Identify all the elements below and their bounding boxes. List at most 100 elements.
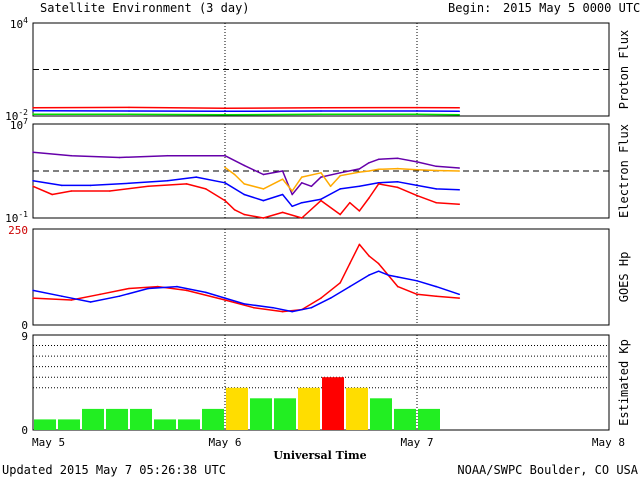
proton-flux-red-series	[32, 106, 460, 109]
goes-hp-red-point	[253, 306, 255, 309]
electron-flux-blue-series	[32, 176, 460, 208]
electron-flux-orange-point	[262, 188, 265, 190]
electron-flux-purple-series	[32, 151, 460, 196]
electron-flux-purple-point	[243, 164, 245, 167]
goes-hp-blue-point	[61, 295, 63, 298]
electron-flux-orange-point	[458, 170, 461, 172]
proton-flux-green-point	[32, 113, 34, 115]
updated-timestamp: Updated 2015 May 7 05:26:38 UTC	[2, 463, 226, 477]
electron-flux-red-point	[458, 203, 461, 205]
electron-flux-y-tick-label: 107	[10, 117, 28, 132]
begin-label: Begin:	[448, 1, 491, 15]
electron-flux-blue-point	[195, 176, 197, 178]
electron-flux-blue-point	[61, 184, 63, 187]
electron-flux-red-point	[70, 190, 73, 192]
proton-flux-green-series	[33, 113, 460, 116]
electron-flux-orange-point	[397, 167, 399, 170]
electron-flux-red-point	[185, 183, 188, 185]
proton-flux-frame	[32, 22, 610, 117]
electron-flux-red-point	[243, 213, 245, 216]
electron-flux-orange-point	[320, 172, 322, 174]
electron-flux-purple-point	[281, 170, 284, 172]
electron-flux-orange-point	[377, 168, 380, 171]
goes-hp-blue-point	[243, 303, 245, 305]
electron-flux-purple-point	[224, 154, 226, 157]
estimated-kp-y-tick-label: 9	[21, 330, 28, 343]
proton-flux-red-point	[224, 107, 226, 109]
goes-hp-blue-point	[416, 280, 418, 282]
begin-value: 2015 May 5 0000 UTC	[503, 1, 640, 15]
goes-hp-blue-point	[458, 293, 461, 296]
estimated-kp-bar	[106, 408, 128, 430]
electron-flux-blue-point	[281, 193, 284, 196]
x-axis-tick-labels: May 5 May 6 May 7 May 8	[32, 436, 625, 449]
electron-flux-purple-point	[291, 193, 294, 196]
goes-hp-blue-point	[118, 295, 121, 298]
electron-flux-purple-point	[339, 172, 342, 174]
electron-flux-red-point	[358, 210, 361, 212]
electron-flux-red-point	[301, 217, 303, 219]
electron-flux-blue-point	[243, 193, 245, 196]
goes-hp-blue-point	[176, 285, 178, 288]
goes-hp-y-tick-label: 0	[21, 319, 28, 332]
goes-hp-y-axis-label: GOES Hp	[617, 252, 631, 303]
electron-flux-blue-point	[320, 198, 322, 200]
goes-hp-red-point	[157, 285, 159, 288]
electron-flux-red-point	[377, 183, 380, 185]
goes-hp-red-point	[128, 287, 130, 290]
goes-hp-blue-point	[310, 306, 313, 309]
estimated-kp-bar	[226, 387, 248, 430]
electron-flux-orange-point	[291, 190, 294, 192]
electron-flux-red-point	[339, 213, 342, 216]
electron-flux-red-point	[320, 199, 322, 202]
goes-hp-red-point	[435, 295, 438, 298]
electron-flux-panel: 107 10-1 Electron Flux	[5, 117, 631, 225]
electron-flux-red-point	[262, 217, 265, 219]
electron-flux-orange-point	[329, 185, 332, 188]
electron-flux-orange-point	[224, 166, 226, 169]
proton-flux-red-point	[416, 106, 418, 109]
goes-hp-blue-point	[387, 274, 390, 276]
estimated-kp-y-tick-label: 0	[21, 424, 28, 437]
goes-hp-red-point	[416, 293, 418, 296]
goes-hp-blue-point	[435, 285, 438, 288]
electron-flux-blue-point	[291, 205, 294, 208]
electron-flux-blue-point	[339, 188, 342, 190]
electron-flux-orange-point	[243, 183, 245, 185]
electron-flux-purple-point	[435, 165, 438, 168]
goes-hp-blue-point	[377, 270, 380, 273]
estimated-kp-bar	[274, 398, 296, 430]
goes-hp-red-point	[224, 299, 226, 301]
proton-flux-blue-point	[224, 110, 226, 113]
estimated-kp-bar	[322, 377, 344, 430]
estimated-kp-panel: 9 0 Estimated Kp	[21, 330, 631, 437]
goes-hp-blue-point	[224, 297, 226, 299]
electron-flux-blue-point	[397, 181, 399, 183]
electron-flux-purple-point	[70, 154, 73, 157]
proton-flux-green-point	[128, 113, 130, 115]
electron-flux-blue-point	[416, 184, 418, 187]
goes-hp-red-point	[32, 297, 34, 299]
goes-hp-red-point	[281, 310, 284, 313]
estimated-kp-bar	[178, 419, 200, 430]
estimated-kp-bar	[418, 408, 440, 430]
electron-flux-orange-point	[416, 168, 418, 171]
goes-hp-blue-point	[205, 291, 207, 294]
chart-title: Satellite Environment (3 day)	[40, 1, 250, 15]
estimated-kp-bar	[202, 408, 224, 430]
electron-flux-y-tick-label: 10-1	[5, 210, 28, 225]
x-tick-label: May 7	[400, 436, 433, 449]
electron-flux-purple-point	[377, 158, 380, 161]
estimated-kp-bar	[298, 387, 320, 430]
electron-flux-blue-point	[458, 189, 461, 191]
electron-flux-blue-point	[358, 185, 361, 188]
electron-flux-red-point	[368, 197, 370, 199]
proton-flux-green-point	[224, 114, 226, 116]
electron-flux-red-point	[109, 190, 111, 192]
estimated-kp-bar	[58, 419, 80, 430]
electron-flux-purple-point	[416, 161, 418, 163]
electron-flux-purple-point	[310, 185, 313, 188]
electron-flux-orange-point	[339, 174, 342, 177]
proton-flux-green-point	[416, 113, 418, 115]
estimated-kp-bar	[34, 419, 56, 430]
